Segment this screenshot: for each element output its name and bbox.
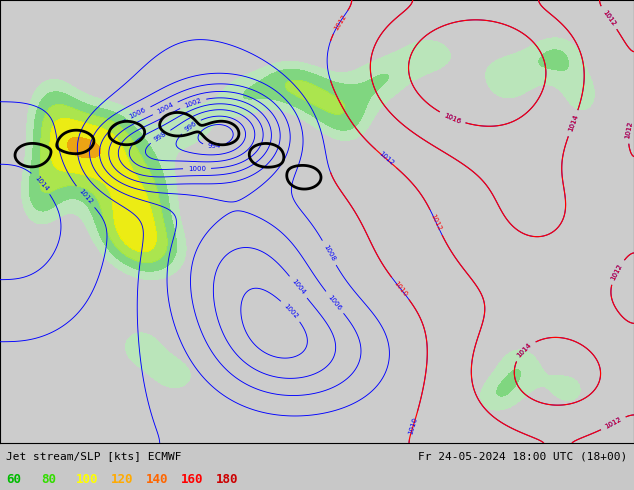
Text: 100: 100 <box>76 473 98 486</box>
Text: 1012: 1012 <box>601 9 616 27</box>
Text: 1012: 1012 <box>604 416 623 430</box>
Text: 996: 996 <box>183 120 198 132</box>
Text: 998: 998 <box>153 130 168 143</box>
Text: 1002: 1002 <box>283 302 299 319</box>
Text: 1002: 1002 <box>183 97 202 109</box>
Text: 1010: 1010 <box>392 279 408 297</box>
Text: 1014: 1014 <box>516 342 533 359</box>
Text: 1016: 1016 <box>443 112 462 124</box>
Text: 1014: 1014 <box>567 114 579 133</box>
Text: 80: 80 <box>41 473 56 486</box>
Text: 1014: 1014 <box>567 114 579 133</box>
Text: 1006: 1006 <box>327 294 343 311</box>
Text: 1012: 1012 <box>604 416 623 430</box>
Text: 140: 140 <box>146 473 168 486</box>
Text: 1012: 1012 <box>610 263 624 281</box>
Text: 1012: 1012 <box>601 9 616 27</box>
Text: 60: 60 <box>6 473 22 486</box>
Text: 1004: 1004 <box>156 101 174 115</box>
Text: 1012: 1012 <box>624 121 634 139</box>
Text: 1012: 1012 <box>430 213 443 232</box>
Text: 160: 160 <box>181 473 203 486</box>
Text: 1012: 1012 <box>333 13 347 31</box>
Text: 1010: 1010 <box>408 416 419 435</box>
Text: 1012: 1012 <box>624 121 634 139</box>
Text: 120: 120 <box>111 473 133 486</box>
Text: 1014: 1014 <box>33 174 49 192</box>
Text: 1004: 1004 <box>290 278 306 296</box>
Text: 180: 180 <box>216 473 238 486</box>
Text: 1014: 1014 <box>516 342 533 359</box>
Text: Fr 24-05-2024 18:00 UTC (18+00): Fr 24-05-2024 18:00 UTC (18+00) <box>418 451 628 462</box>
Text: 1012: 1012 <box>77 188 93 206</box>
Text: 994: 994 <box>208 143 221 149</box>
Text: 1006: 1006 <box>129 106 147 120</box>
Text: 1012: 1012 <box>610 263 624 281</box>
Text: 1016: 1016 <box>443 112 462 124</box>
Text: Jet stream/SLP [kts] ECMWF: Jet stream/SLP [kts] ECMWF <box>6 451 182 462</box>
Text: 1008: 1008 <box>322 244 336 262</box>
Text: 1012: 1012 <box>377 150 395 167</box>
Text: 1000: 1000 <box>188 166 206 171</box>
